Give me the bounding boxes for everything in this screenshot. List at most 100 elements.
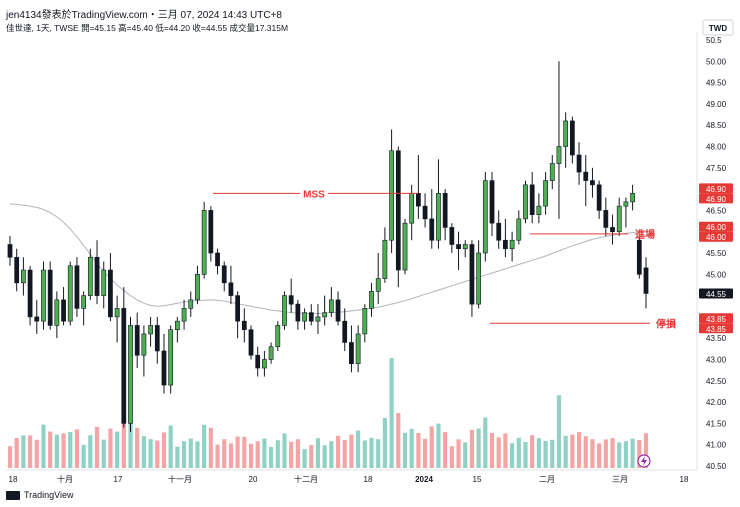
candle[interactable] <box>275 325 281 348</box>
candle[interactable] <box>322 312 328 318</box>
candle[interactable] <box>61 299 66 322</box>
candle[interactable] <box>563 120 569 147</box>
candle[interactable] <box>195 273 200 301</box>
candle[interactable] <box>442 193 448 228</box>
candle[interactable] <box>7 244 13 258</box>
candle[interactable] <box>248 329 254 356</box>
candle[interactable] <box>375 278 381 292</box>
candle[interactable] <box>154 325 160 352</box>
candle[interactable] <box>549 163 555 181</box>
candle[interactable] <box>503 239 508 250</box>
candle[interactable] <box>228 282 234 296</box>
candle[interactable] <box>235 295 240 322</box>
candle[interactable] <box>241 320 247 330</box>
candle[interactable] <box>121 308 127 424</box>
candle[interactable] <box>429 218 435 241</box>
candle[interactable] <box>328 299 334 313</box>
candle[interactable] <box>288 295 294 305</box>
candle[interactable] <box>482 180 488 254</box>
candle[interactable] <box>636 239 642 275</box>
candle[interactable] <box>148 325 153 335</box>
candle[interactable] <box>188 299 194 309</box>
candle[interactable] <box>623 201 629 207</box>
candle[interactable] <box>174 320 180 330</box>
candle[interactable] <box>268 346 274 360</box>
candle[interactable] <box>41 269 46 322</box>
candle[interactable] <box>282 295 287 326</box>
candle[interactable] <box>409 193 415 224</box>
candle[interactable] <box>134 325 140 356</box>
candle[interactable] <box>54 299 60 326</box>
candle[interactable] <box>529 184 535 215</box>
currency-box[interactable] <box>702 19 734 36</box>
candle[interactable] <box>67 265 73 322</box>
candle[interactable] <box>496 222 502 241</box>
candle[interactable] <box>221 265 227 284</box>
candle[interactable] <box>108 269 113 318</box>
candle[interactable] <box>168 329 174 386</box>
candle[interactable] <box>161 350 167 386</box>
candle[interactable] <box>569 120 575 156</box>
candle[interactable] <box>590 180 595 186</box>
candle[interactable] <box>355 333 361 365</box>
candle[interactable] <box>308 312 314 322</box>
candle[interactable] <box>449 227 455 245</box>
candle[interactable] <box>315 316 321 322</box>
candle[interactable] <box>416 193 421 207</box>
candle[interactable] <box>476 252 482 305</box>
candle[interactable] <box>456 244 461 250</box>
candle[interactable] <box>255 354 261 369</box>
candle[interactable] <box>27 269 33 318</box>
candle[interactable] <box>643 267 649 294</box>
candle[interactable] <box>21 269 26 284</box>
candle[interactable] <box>422 205 428 220</box>
candle[interactable] <box>516 218 522 241</box>
candle[interactable] <box>141 333 147 356</box>
tradingview-logo[interactable]: TradingView <box>6 490 74 500</box>
candle[interactable] <box>335 299 341 322</box>
candle[interactable] <box>436 193 441 241</box>
candle[interactable] <box>215 252 220 267</box>
candle[interactable] <box>208 210 214 254</box>
candle[interactable] <box>536 205 542 215</box>
candle[interactable] <box>94 256 100 296</box>
candle[interactable] <box>181 308 187 322</box>
candle[interactable] <box>81 295 87 309</box>
candle[interactable] <box>295 303 301 322</box>
candle[interactable] <box>302 312 307 322</box>
candle[interactable] <box>556 146 562 164</box>
candle[interactable] <box>47 269 53 326</box>
y-tick-label: 49.50 <box>706 79 727 88</box>
candle[interactable] <box>262 359 267 369</box>
candle[interactable] <box>583 171 589 181</box>
candle[interactable] <box>14 256 20 284</box>
candle[interactable] <box>462 244 468 250</box>
candle[interactable] <box>74 265 80 309</box>
candle[interactable] <box>543 180 548 207</box>
candle[interactable] <box>369 291 374 309</box>
candle[interactable] <box>395 150 401 271</box>
candle[interactable] <box>523 184 528 220</box>
candle[interactable] <box>101 269 107 296</box>
candle[interactable] <box>362 308 368 335</box>
candle[interactable] <box>34 316 40 322</box>
candle[interactable] <box>610 227 615 233</box>
candle[interactable] <box>630 193 635 203</box>
candle[interactable] <box>382 239 388 279</box>
candle[interactable] <box>87 256 93 296</box>
candle[interactable] <box>128 325 133 424</box>
candle[interactable] <box>603 210 609 228</box>
candle[interactable] <box>596 184 602 211</box>
candle[interactable] <box>402 222 408 271</box>
candle[interactable] <box>389 150 394 241</box>
candle[interactable] <box>349 342 354 365</box>
candle[interactable] <box>616 205 622 232</box>
candle[interactable] <box>469 244 475 305</box>
candle[interactable] <box>201 210 207 275</box>
candle[interactable] <box>114 308 120 318</box>
candle[interactable] <box>489 180 495 224</box>
candle[interactable] <box>509 239 515 250</box>
candle[interactable] <box>342 320 348 343</box>
candle[interactable] <box>576 154 582 173</box>
